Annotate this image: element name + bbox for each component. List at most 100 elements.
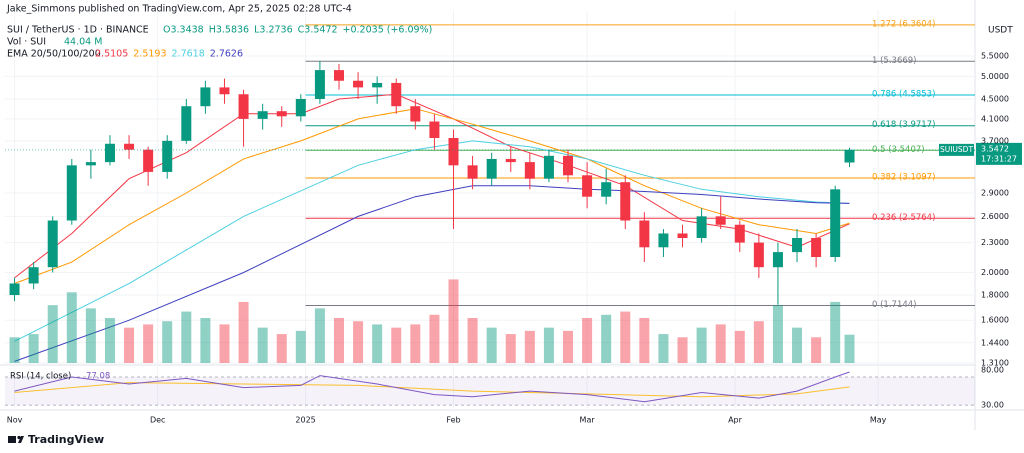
volume-bar bbox=[543, 327, 554, 363]
y-tick-label: 2.3000 bbox=[981, 238, 1009, 247]
fib-label: 1.272 (6.3604) bbox=[872, 19, 935, 29]
candle-body bbox=[314, 70, 325, 99]
ema-value: 2.5193 bbox=[133, 49, 166, 60]
ema-value: 2.5105 bbox=[95, 49, 128, 60]
volume-bar bbox=[257, 327, 268, 363]
candle-body bbox=[295, 98, 306, 117]
volume-bar bbox=[467, 318, 478, 363]
candle-body bbox=[124, 143, 135, 150]
volume-bar bbox=[639, 318, 650, 363]
fib-label: 0.786 (4.5853) bbox=[872, 89, 935, 99]
candle-body bbox=[200, 87, 211, 107]
ohlc-value: L3.2736 bbox=[254, 25, 293, 36]
candle-body bbox=[715, 216, 726, 225]
candle-body bbox=[734, 224, 745, 243]
candle-body bbox=[391, 82, 402, 107]
volume-bar bbox=[391, 327, 402, 363]
volume-bar bbox=[753, 321, 764, 363]
volume-bar bbox=[353, 321, 364, 363]
volume-bar bbox=[295, 330, 306, 363]
y-tick-label: 2.0000 bbox=[981, 268, 1009, 277]
candle-body bbox=[620, 182, 631, 221]
candle-body bbox=[658, 233, 669, 248]
ema-label: EMA 20/50/100/200 bbox=[7, 49, 101, 60]
candle-body bbox=[639, 220, 650, 248]
candle-body bbox=[333, 70, 344, 81]
volume-label: Vol · SUI bbox=[7, 37, 46, 48]
volume-bar bbox=[563, 330, 574, 363]
candle-body bbox=[467, 165, 478, 179]
y-tick-label: 2.9000 bbox=[981, 188, 1009, 197]
candle-body bbox=[543, 155, 554, 179]
volume-bar bbox=[124, 327, 135, 363]
y-tick-label: 5.0000 bbox=[981, 72, 1009, 81]
brand-logo bbox=[8, 435, 24, 443]
symbol-tag-text: SUIUSDT bbox=[940, 145, 973, 154]
volume-bar bbox=[181, 311, 192, 363]
candle-body bbox=[772, 252, 783, 268]
volume-bar bbox=[734, 330, 745, 363]
candle-body bbox=[143, 149, 154, 172]
candle-body bbox=[9, 283, 20, 296]
volume-bar bbox=[696, 327, 707, 363]
brand: TradingView bbox=[28, 433, 104, 446]
x-tick-label: May bbox=[870, 416, 887, 425]
volume-bar bbox=[582, 318, 593, 363]
candle-body bbox=[811, 237, 822, 258]
volume-bar bbox=[47, 305, 58, 363]
candle-body bbox=[582, 175, 593, 197]
volume-bar bbox=[830, 301, 841, 363]
candle-body bbox=[677, 233, 688, 238]
y-tick-label: 1.4400 bbox=[981, 338, 1009, 347]
y-tick-label: 1.8000 bbox=[981, 291, 1009, 300]
ohlc-value: H3.5836 bbox=[209, 25, 249, 36]
rsi-ma-line bbox=[14, 382, 850, 398]
fib-label: 0 (1.7144) bbox=[872, 300, 916, 310]
ema-value: 2.7626 bbox=[210, 49, 243, 60]
candle-body bbox=[448, 137, 459, 166]
text-layer: Jake_Simmons published on TradingView.co… bbox=[6, 4, 1017, 447]
candle-body bbox=[792, 237, 803, 253]
candle-body bbox=[162, 140, 173, 172]
volume-bar bbox=[844, 334, 855, 363]
ohlc-value: C3.5472 bbox=[298, 25, 338, 36]
y-tick-label: 5.5000 bbox=[981, 52, 1009, 61]
candle-body bbox=[238, 94, 249, 119]
fib-label: 0.236 (2.5764) bbox=[872, 213, 935, 223]
ohlc-value: O3.3438 bbox=[163, 25, 204, 36]
volume-bar bbox=[429, 314, 440, 363]
candle-body bbox=[47, 220, 58, 268]
volume-bar bbox=[9, 337, 20, 363]
volume-bar bbox=[448, 279, 459, 363]
publisher: Jake_Simmons published on TradingView.co… bbox=[6, 4, 352, 15]
candle-body bbox=[85, 162, 96, 166]
x-tick-label: 2025 bbox=[295, 416, 315, 425]
y-tick-label: 4.5000 bbox=[981, 94, 1009, 103]
volume-bar bbox=[486, 327, 497, 363]
symbol: SUI / TetherUS · 1D · BINANCE bbox=[7, 25, 149, 36]
volume-value: 44.04 M bbox=[64, 37, 102, 48]
y-tick-label: 3.7000 bbox=[981, 136, 1009, 145]
y-tick-label: 1.6000 bbox=[981, 316, 1009, 325]
volume-bar bbox=[238, 301, 249, 363]
candle-body bbox=[505, 158, 516, 163]
volume-bar bbox=[524, 330, 535, 363]
countdown-text: 17:31:27 bbox=[981, 154, 1017, 163]
rsi-tick-label: 30.00 bbox=[981, 401, 1004, 410]
symbol-tag bbox=[939, 143, 974, 156]
volume-bar bbox=[85, 308, 96, 363]
candle-body bbox=[563, 155, 574, 176]
volume-bar bbox=[372, 324, 383, 363]
fib-label: 0.382 (3.1097) bbox=[872, 173, 935, 183]
candle-body bbox=[844, 149, 855, 163]
volume-bar bbox=[620, 311, 631, 363]
currency: USDT bbox=[988, 26, 1013, 36]
rsi-tick-label: 80.00 bbox=[981, 365, 1004, 374]
volume-bar bbox=[410, 324, 421, 363]
candle-body bbox=[486, 158, 497, 179]
rsi-value: 77.08 bbox=[86, 372, 110, 382]
volume-bar bbox=[314, 308, 325, 363]
y-tick-label: 4.1000 bbox=[981, 114, 1009, 123]
